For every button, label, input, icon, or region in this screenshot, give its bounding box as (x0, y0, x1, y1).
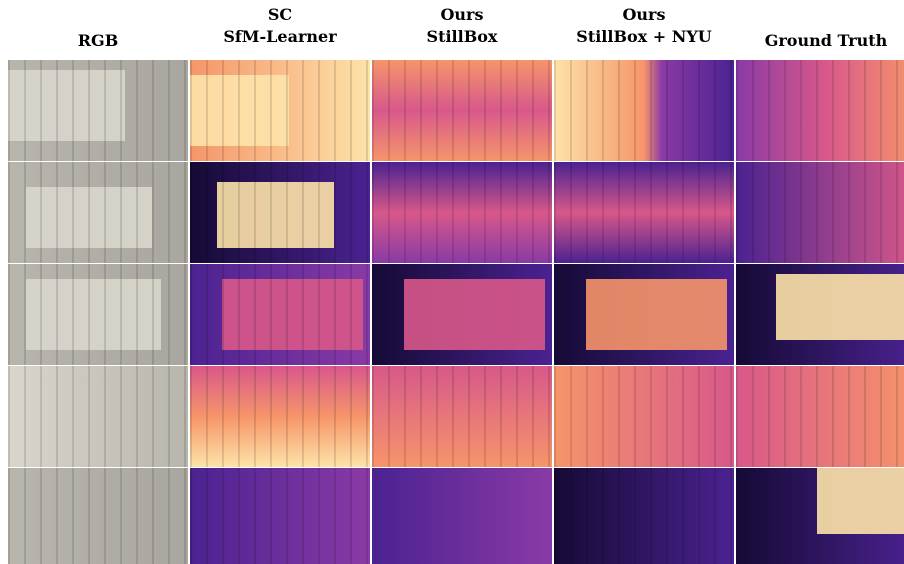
texture (190, 366, 370, 467)
depth-map (190, 162, 370, 263)
texture (372, 366, 552, 467)
depth-map (554, 366, 734, 467)
texture (8, 60, 188, 161)
depth-map (736, 366, 904, 467)
depth-map (190, 264, 370, 365)
region (817, 468, 904, 534)
depth-map (554, 60, 734, 161)
header-line: Ground Truth (736, 30, 904, 52)
header-line: Ours (554, 4, 734, 26)
header-line: StillBox (372, 26, 552, 48)
region (586, 279, 726, 350)
depth-map (190, 60, 370, 161)
column-header: RGB (8, 30, 188, 52)
rgb-image (8, 366, 188, 467)
region (404, 279, 544, 350)
depth-map (372, 468, 552, 564)
header-line: Ours (372, 4, 552, 26)
texture (736, 366, 904, 467)
texture (190, 162, 370, 263)
depth-map (372, 60, 552, 161)
texture (190, 264, 370, 365)
texture (372, 162, 552, 263)
rgb-image (8, 60, 188, 161)
depth-map (190, 468, 370, 564)
texture (554, 366, 734, 467)
texture (8, 162, 188, 263)
texture (8, 468, 188, 564)
depth-map (736, 162, 904, 263)
depth-map (736, 468, 904, 564)
header-line: StillBox + NYU (554, 26, 734, 48)
texture (736, 162, 904, 263)
rgb-image (8, 162, 188, 263)
header-line: SfM-Learner (190, 26, 370, 48)
depth-map (736, 60, 904, 161)
texture (554, 60, 734, 161)
depth-map (554, 468, 734, 564)
depth-map (736, 264, 904, 365)
header-line: SC (190, 4, 370, 26)
depth-map (372, 264, 552, 365)
texture (8, 264, 188, 365)
texture (190, 468, 370, 564)
depth-map (372, 366, 552, 467)
header-line: RGB (8, 30, 188, 52)
figure: RGBSCSfM-LearnerOursStillBoxOursStillBox… (0, 0, 904, 564)
depth-map (190, 366, 370, 467)
texture (372, 60, 552, 161)
texture (736, 60, 904, 161)
depth-map (554, 264, 734, 365)
texture (554, 468, 734, 564)
texture (190, 60, 370, 161)
rgb-image (8, 264, 188, 365)
depth-map (554, 162, 734, 263)
region (776, 274, 904, 340)
column-header: Ground Truth (736, 30, 904, 52)
rgb-image (8, 468, 188, 564)
texture (8, 366, 188, 467)
texture (554, 162, 734, 263)
depth-map (372, 162, 552, 263)
